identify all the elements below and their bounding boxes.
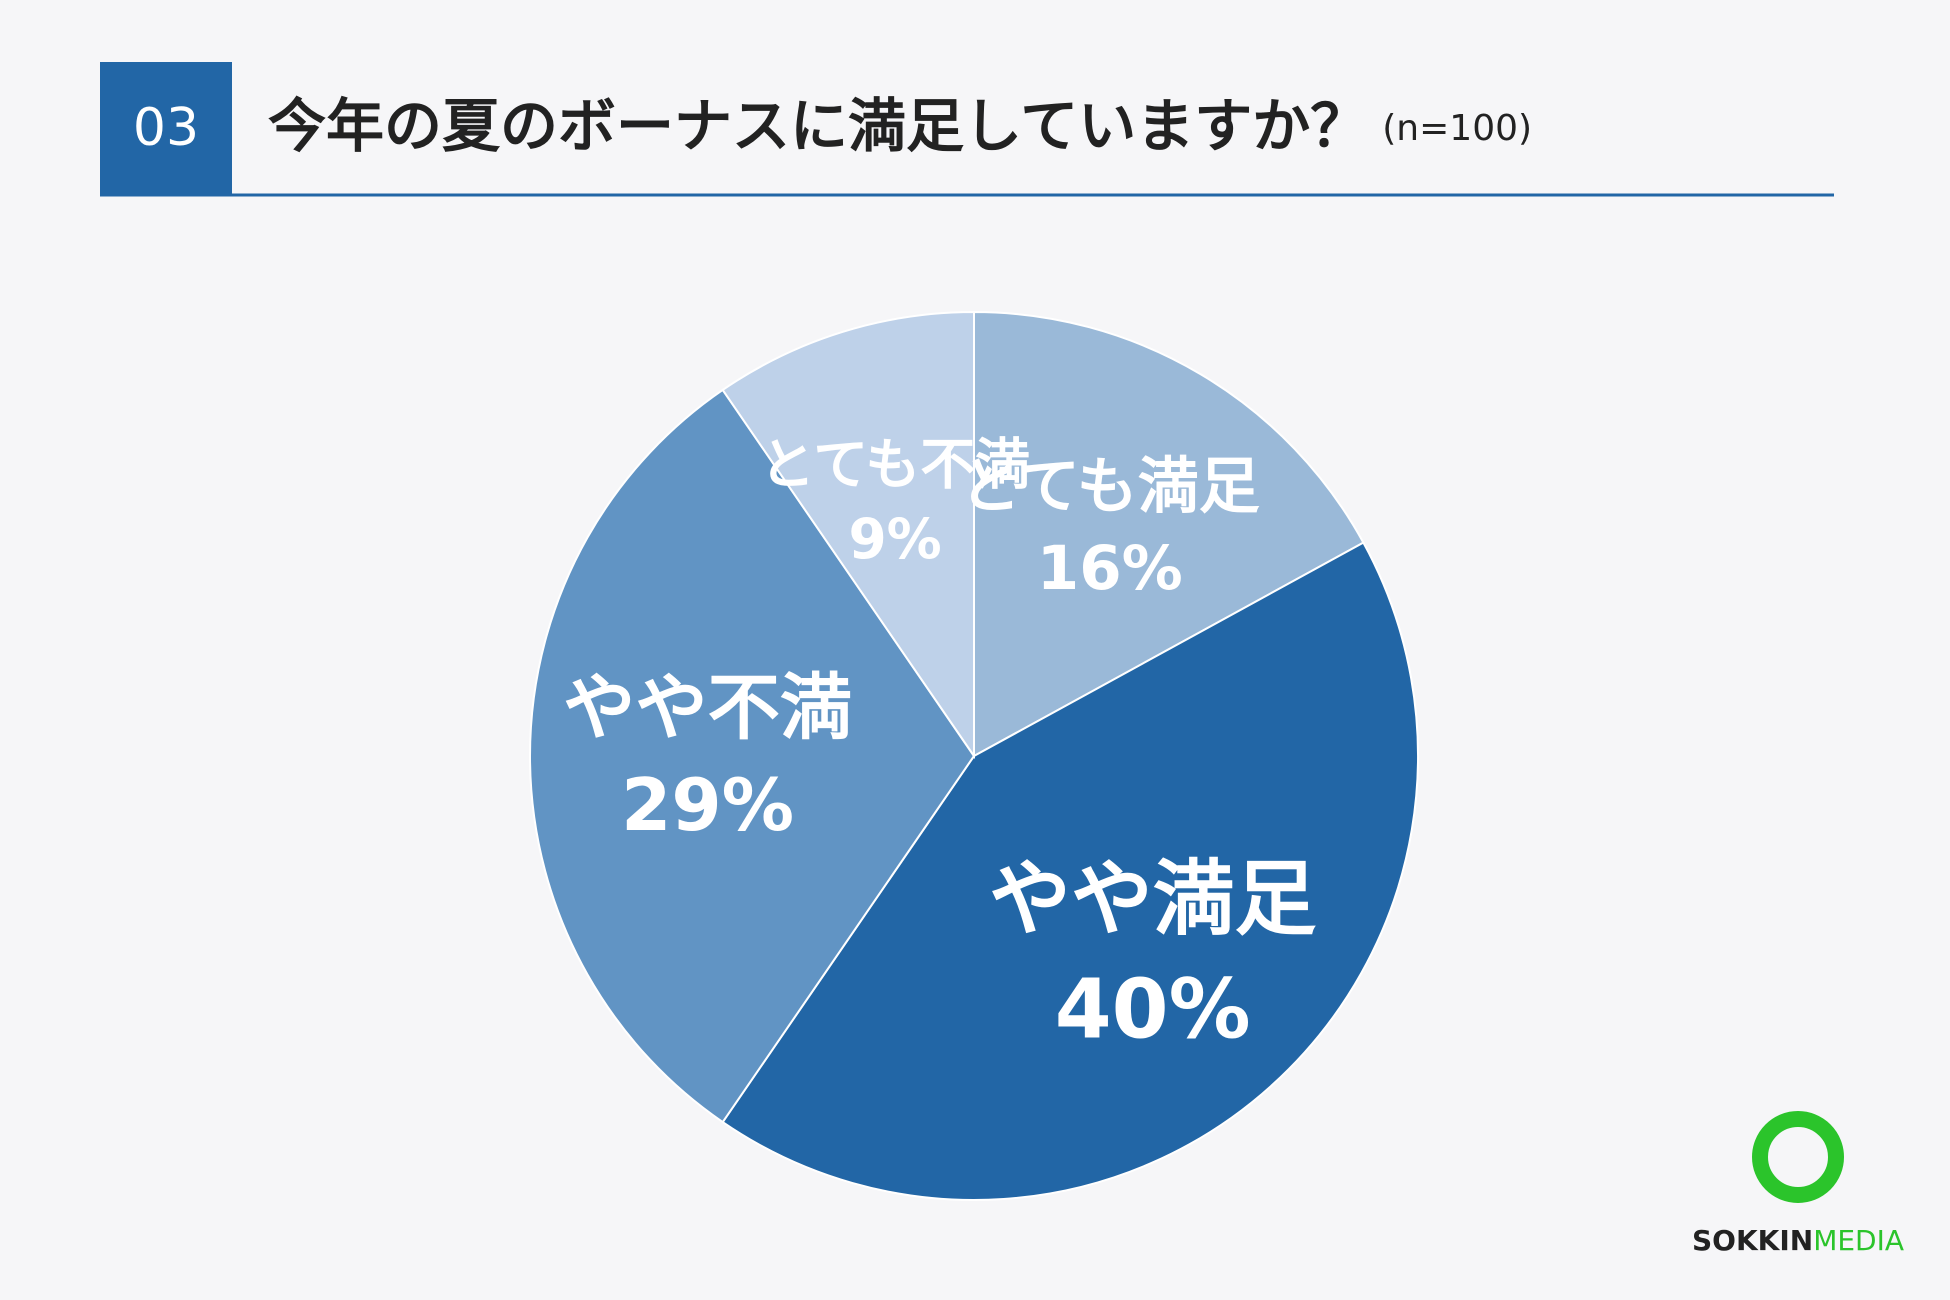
slice-value: 29% [621, 764, 794, 848]
logo-accent: MEDIA [1813, 1224, 1904, 1257]
slice-label: やや満足 [989, 852, 1316, 947]
slice-label: とても満足 [960, 451, 1260, 522]
logo-text: SOKKIN [1692, 1224, 1813, 1257]
pie-slice [973, 310, 1365, 758]
sample-note: (n=100) [1382, 108, 1532, 149]
pie-slice [721, 310, 975, 760]
pie: とても満足 16% やや満足 40% やや不満 29% とても不満 9% [529, 310, 1419, 1201]
title: 今年の夏のボーナスに満足していますか？ (n=100) [268, 92, 1532, 160]
pie-slice [721, 541, 1419, 1201]
slice-value: 16% [1037, 533, 1183, 604]
pie-slice [529, 388, 976, 1124]
slice-label: やや不満 [563, 667, 852, 751]
slice-value: 40% [1055, 962, 1251, 1057]
slice-label: とても不満 [760, 433, 1030, 497]
number-box [100, 62, 232, 195]
logo-ring [1752, 1111, 1844, 1203]
title-text: 今年の夏のボーナスに満足していますか？ [268, 92, 1368, 160]
logo: SOKKINMEDIA [1692, 1224, 1904, 1257]
section-number: 03 [133, 98, 199, 158]
slice-value: 9% [848, 507, 941, 571]
